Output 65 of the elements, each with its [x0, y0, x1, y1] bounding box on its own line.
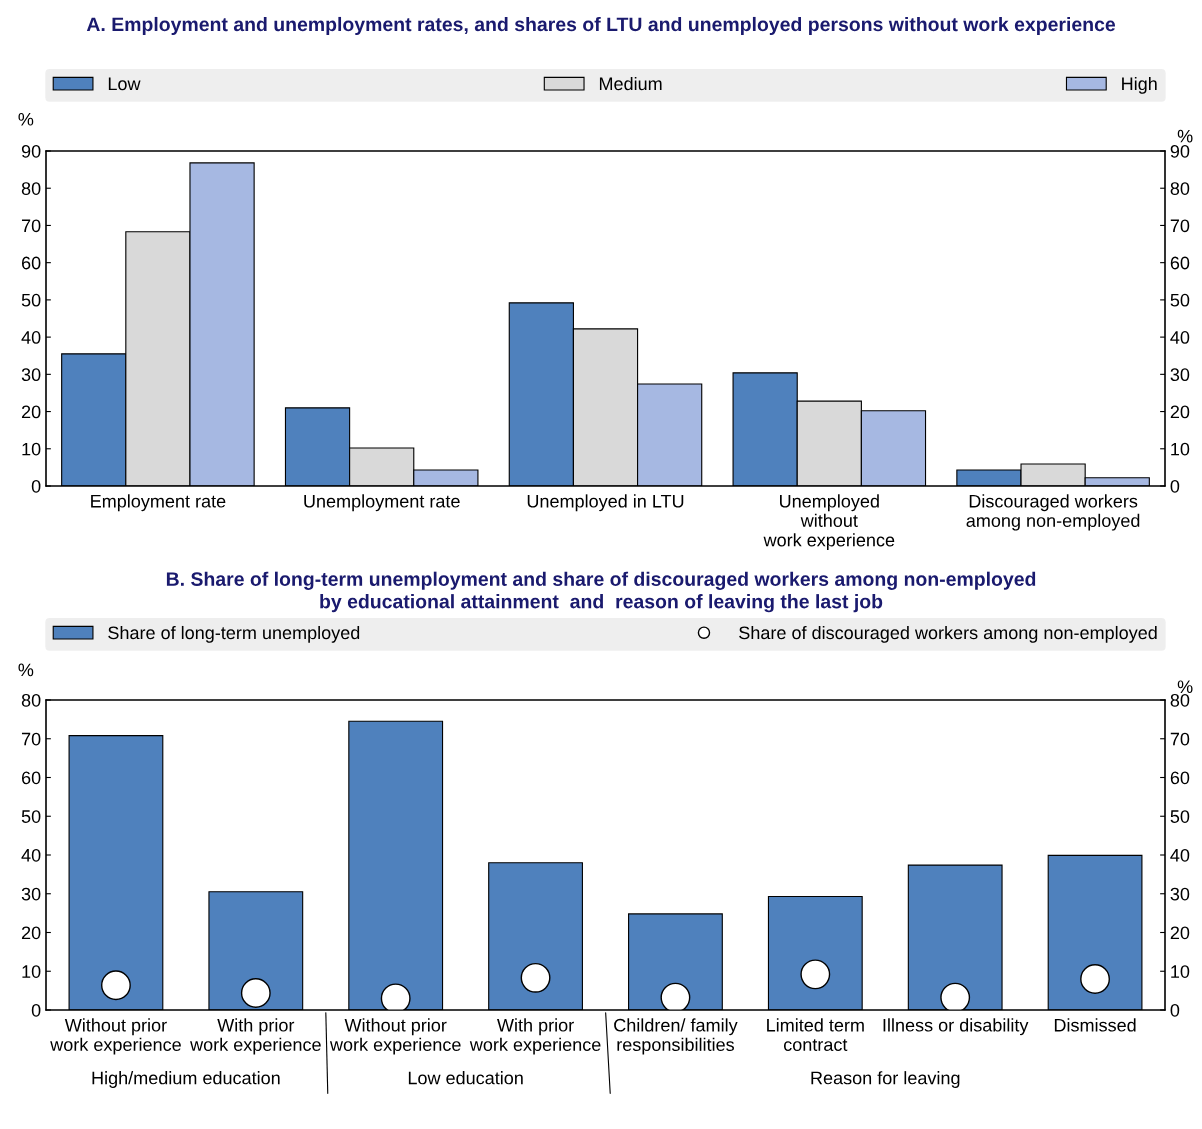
y2-tick-label: 30 [1170, 368, 1190, 382]
x-tick-label: Illness or disability [883, 1018, 1029, 1036]
y2-tick-label: 70 [1170, 219, 1190, 233]
y-tick-label: 30 [21, 887, 41, 901]
y-tick-label: 0 [31, 479, 41, 493]
y2-tick-label: 70 [1170, 732, 1190, 746]
y-tick-label: 40 [21, 848, 41, 862]
y-tick-label: 10 [22, 442, 41, 456]
y-tick-label: 40 [21, 331, 41, 344]
y-tick-label: 60 [21, 771, 41, 785]
y-tick-label: 10 [22, 965, 41, 978]
y-tick-label: 80 [21, 693, 41, 707]
chart-title: A. Employment and unemployment rates, and shares of LTU and unemployed persons without work experience [86, 16, 1116, 36]
y2-tick-label: 10 [1171, 442, 1190, 456]
y2-tick-label: 40 [1170, 848, 1190, 862]
legend-label: Share of discouraged workers among non-employed [739, 625, 1157, 643]
x-tick-label: Unemployment rate [304, 494, 460, 512]
y-tick-label: 30 [21, 368, 41, 382]
legend-label: High [1122, 76, 1157, 94]
text: High/medium education [92, 1071, 280, 1088]
y2-tick-label: 30 [1170, 887, 1190, 901]
x-tick-label: Unemployed without work experience [763, 494, 895, 551]
legend-label: Low [108, 77, 141, 91]
x-tick-label: With prior work experience [190, 1018, 321, 1055]
chart-title: B. Share of long-term unemployment and share of discouraged workers among non-employed by educational attainment and reason of leaving the last job [166, 571, 1036, 613]
text: Reason for leaving [811, 1071, 960, 1088]
y2-tick-label: 50 [1170, 810, 1190, 823]
y2-tick-label: 20 [1170, 405, 1190, 419]
y2-tick-label: 0 [1170, 1003, 1180, 1017]
y-tick-label: 90 [21, 144, 41, 158]
y2-tick-label: 20 [1170, 926, 1190, 940]
y-axis-title: % [18, 112, 34, 126]
y2-axis-title: % [1177, 680, 1193, 694]
y-tick-label: 70 [21, 732, 41, 746]
y-tick-label: 20 [21, 405, 41, 419]
x-tick-label: Without prior work experience [50, 1018, 181, 1055]
y-tick-label: 80 [21, 182, 41, 195]
x-tick-label: Dismissed [1054, 1018, 1136, 1032]
y2-tick-label: 80 [1170, 182, 1190, 195]
y-tick-label: 70 [21, 219, 41, 233]
y2-tick-label: 0 [1170, 479, 1180, 493]
legend-label: Medium [599, 76, 662, 91]
x-tick-label: Limited term contract [767, 1018, 864, 1052]
y-axis-title: % [18, 663, 34, 677]
y2-tick-label: 90 [1170, 144, 1190, 158]
text: Low education [408, 1071, 523, 1085]
y2-tick-label: 60 [1170, 771, 1190, 785]
x-tick-label: Unemployed in LTU [527, 494, 684, 512]
y2-tick-label: 40 [1170, 331, 1190, 344]
y-tick-label: 50 [21, 293, 41, 307]
y-tick-label: 60 [21, 256, 41, 270]
y2-tick-label: 50 [1170, 293, 1190, 307]
x-tick-label: Children/ family responsibilities [614, 1018, 738, 1055]
legend-label: Share of long-term unemployed [108, 625, 360, 643]
y2-tick-label: 10 [1171, 965, 1190, 978]
y-tick-label: 50 [21, 810, 41, 823]
x-tick-label: Discouraged workers among non-employed [966, 494, 1140, 531]
y-tick-label: 20 [21, 926, 41, 940]
y2-tick-label: 80 [1170, 693, 1190, 707]
x-tick-label: With prior work experience [469, 1018, 601, 1055]
y2-axis-title: % [1177, 129, 1193, 143]
x-tick-label: Employment rate [91, 494, 226, 512]
x-tick-label: Without prior work experience [329, 1018, 461, 1055]
y2-tick-label: 60 [1170, 256, 1190, 270]
y-tick-label: 0 [31, 1003, 41, 1017]
